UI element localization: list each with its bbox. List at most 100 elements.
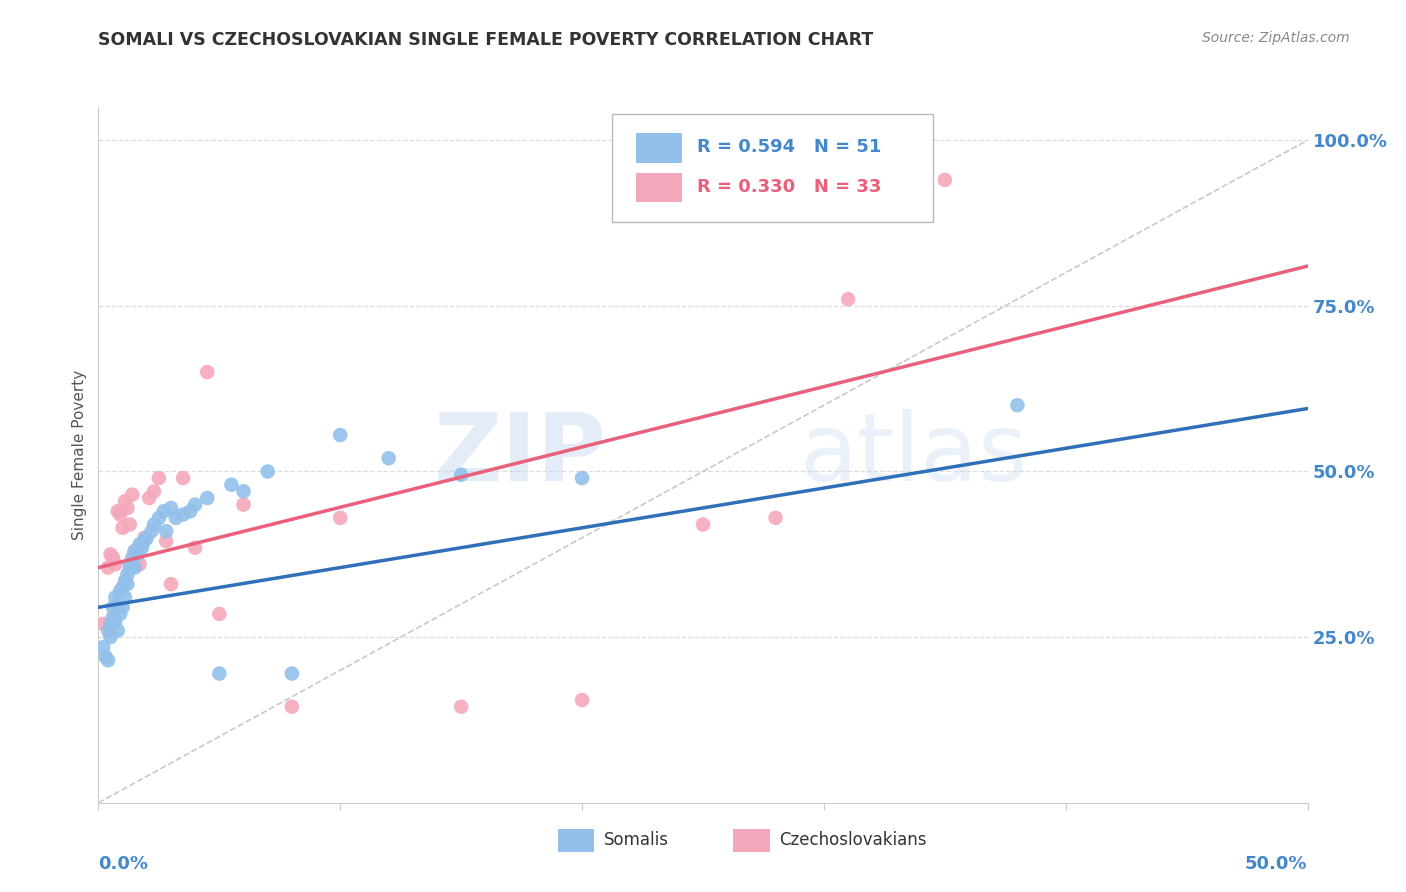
Point	[692, 517, 714, 532]
Point	[232, 484, 254, 499]
Point	[108, 607, 131, 621]
Point	[111, 581, 134, 595]
Point	[91, 616, 114, 631]
Point	[195, 491, 218, 505]
Point	[121, 550, 143, 565]
Point	[100, 630, 122, 644]
Point	[179, 504, 201, 518]
Point	[111, 521, 134, 535]
Point	[281, 666, 304, 681]
Point	[134, 534, 156, 549]
Point	[232, 498, 254, 512]
Point	[208, 666, 231, 681]
Point	[104, 558, 127, 572]
Text: R = 0.594   N = 51: R = 0.594 N = 51	[697, 137, 882, 156]
Point	[329, 428, 352, 442]
Point	[104, 591, 127, 605]
Point	[117, 567, 139, 582]
Point	[281, 699, 304, 714]
Point	[571, 693, 593, 707]
Point	[121, 488, 143, 502]
Point	[97, 653, 120, 667]
FancyBboxPatch shape	[613, 114, 932, 222]
Point	[195, 365, 218, 379]
Bar	[637, 173, 682, 202]
Point	[208, 607, 231, 621]
Point	[127, 547, 149, 561]
Point	[128, 558, 150, 572]
Text: R = 0.330   N = 33: R = 0.330 N = 33	[697, 178, 882, 196]
Point	[165, 511, 187, 525]
Point	[221, 477, 243, 491]
Point	[101, 550, 124, 565]
Bar	[637, 134, 682, 162]
Point	[118, 560, 141, 574]
Point	[837, 292, 859, 306]
Point	[184, 541, 207, 555]
Point	[108, 583, 131, 598]
Point	[172, 508, 194, 522]
Point	[450, 467, 472, 482]
Point	[184, 498, 207, 512]
Point	[104, 614, 127, 628]
Point	[160, 500, 183, 515]
Text: atlas: atlas	[800, 409, 1028, 501]
Point	[111, 600, 134, 615]
Point	[155, 524, 177, 538]
Point	[101, 600, 124, 615]
Point	[143, 517, 166, 532]
Point	[155, 534, 177, 549]
Point	[91, 640, 114, 654]
Point	[135, 531, 157, 545]
Text: 50.0%: 50.0%	[1246, 855, 1308, 873]
Point	[143, 484, 166, 499]
Bar	[734, 830, 769, 852]
Text: ZIP: ZIP	[433, 409, 606, 501]
Point	[118, 558, 141, 572]
Point	[97, 560, 120, 574]
Point	[100, 616, 122, 631]
Point	[101, 610, 124, 624]
Point	[141, 524, 163, 538]
Point	[131, 541, 153, 555]
Point	[1007, 398, 1029, 412]
Text: 0.0%: 0.0%	[98, 855, 149, 873]
Point	[107, 504, 129, 518]
Text: Czechoslovakians: Czechoslovakians	[779, 830, 927, 848]
Point	[172, 471, 194, 485]
Point	[118, 517, 141, 532]
Point	[117, 577, 139, 591]
Point	[114, 494, 136, 508]
Text: Source: ZipAtlas.com: Source: ZipAtlas.com	[1202, 31, 1350, 45]
Point	[765, 511, 787, 525]
Point	[134, 531, 156, 545]
Point	[124, 560, 146, 574]
Point	[114, 591, 136, 605]
Point	[94, 650, 117, 665]
Point	[107, 597, 129, 611]
Point	[100, 547, 122, 561]
Point	[107, 624, 129, 638]
Point	[124, 544, 146, 558]
Point	[152, 504, 174, 518]
Text: SOMALI VS CZECHOSLOVAKIAN SINGLE FEMALE POVERTY CORRELATION CHART: SOMALI VS CZECHOSLOVAKIAN SINGLE FEMALE …	[98, 31, 873, 49]
Point	[148, 471, 170, 485]
Bar	[558, 830, 595, 852]
Y-axis label: Single Female Poverty: Single Female Poverty	[72, 370, 87, 540]
Point	[148, 511, 170, 525]
Point	[138, 491, 160, 505]
Point	[114, 574, 136, 588]
Text: Somalis: Somalis	[603, 830, 669, 848]
Point	[256, 465, 278, 479]
Point	[934, 173, 956, 187]
Point	[450, 699, 472, 714]
Point	[124, 544, 146, 558]
Point	[329, 511, 352, 525]
Point	[97, 624, 120, 638]
Point	[377, 451, 399, 466]
Point	[117, 500, 139, 515]
Point	[108, 508, 131, 522]
Point	[128, 537, 150, 551]
Point	[571, 471, 593, 485]
Point	[160, 577, 183, 591]
